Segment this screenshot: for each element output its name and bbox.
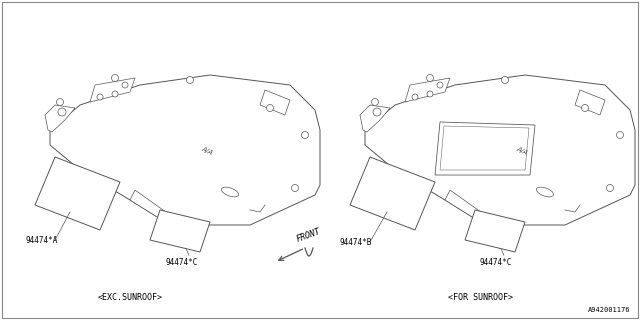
Polygon shape [575, 90, 605, 115]
Polygon shape [35, 157, 120, 230]
Text: 94474*A: 94474*A [25, 236, 58, 245]
Polygon shape [260, 90, 290, 115]
Circle shape [97, 94, 103, 100]
Circle shape [426, 75, 433, 82]
Circle shape [58, 108, 66, 116]
Circle shape [582, 105, 589, 111]
Text: <EXC.SUNROOF>: <EXC.SUNROOF> [97, 293, 163, 302]
Polygon shape [360, 105, 390, 132]
Text: 94474*C: 94474*C [165, 258, 197, 267]
Text: A/A: A/A [200, 146, 213, 156]
Circle shape [56, 99, 63, 106]
Polygon shape [445, 190, 485, 225]
Circle shape [301, 132, 308, 139]
Text: A/A: A/A [515, 146, 528, 156]
Circle shape [437, 82, 443, 88]
Polygon shape [130, 190, 170, 225]
Text: A942001176: A942001176 [588, 307, 630, 313]
Polygon shape [435, 122, 535, 175]
Circle shape [186, 76, 193, 84]
Polygon shape [90, 78, 135, 102]
Text: 94474*B: 94474*B [340, 238, 372, 247]
Polygon shape [405, 78, 450, 102]
Polygon shape [365, 75, 635, 225]
Circle shape [607, 185, 614, 191]
Circle shape [373, 108, 381, 116]
Ellipse shape [221, 187, 239, 197]
Text: FRONT: FRONT [295, 227, 321, 244]
Circle shape [502, 76, 509, 84]
Text: <FOR SUNROOF>: <FOR SUNROOF> [447, 293, 513, 302]
Circle shape [122, 82, 128, 88]
Circle shape [371, 99, 378, 106]
Circle shape [112, 91, 118, 97]
Polygon shape [45, 105, 75, 132]
Text: 94474*C: 94474*C [480, 258, 513, 267]
Polygon shape [440, 126, 529, 170]
Circle shape [291, 185, 298, 191]
Circle shape [111, 75, 118, 82]
Circle shape [412, 94, 418, 100]
Ellipse shape [536, 187, 554, 197]
Circle shape [616, 132, 623, 139]
Polygon shape [150, 210, 210, 252]
Polygon shape [50, 75, 320, 225]
Polygon shape [465, 210, 525, 252]
Polygon shape [350, 157, 435, 230]
Circle shape [427, 91, 433, 97]
Circle shape [266, 105, 273, 111]
